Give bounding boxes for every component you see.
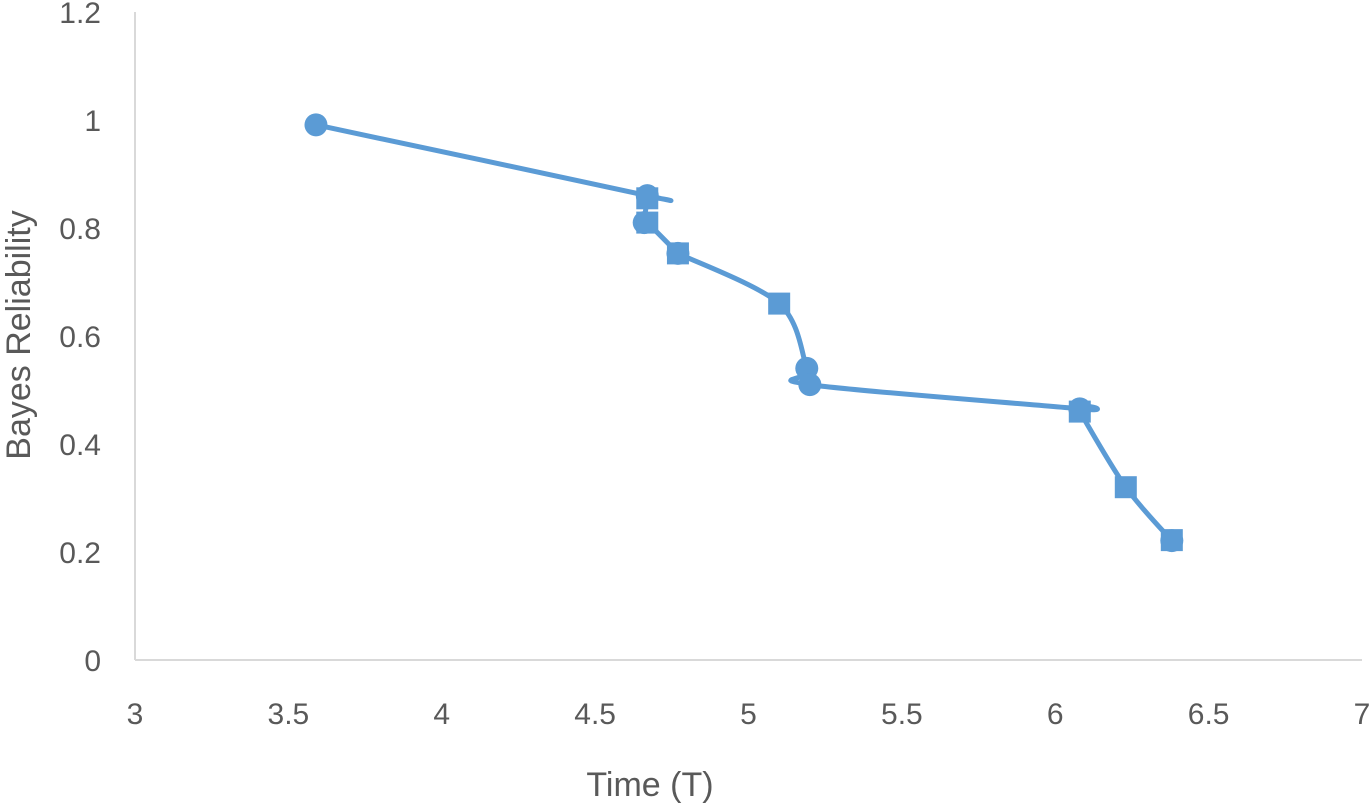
data-point-square	[666, 242, 689, 265]
data-point-circle	[798, 373, 822, 397]
y-tick-label: 0.2	[59, 537, 101, 570]
data-point-square	[1160, 529, 1183, 552]
x-axis-title: Time (T)	[586, 766, 713, 804]
x-tick-label: 6	[1047, 698, 1064, 731]
x-tick-label: 4.5	[574, 698, 616, 731]
x-tick-label: 4	[433, 698, 450, 731]
y-tick-label: 1	[84, 105, 101, 138]
x-tick-label: 3	[127, 698, 144, 731]
y-axis-title: Bayes Reliability	[0, 210, 38, 459]
axes	[134, 12, 1362, 661]
x-tick-labels: 3 3.5 4 4.5 5 5.5 6 6.5 7	[127, 698, 1371, 731]
x-tick-label: 6.5	[1188, 698, 1230, 731]
y-tick-label: 1.2	[59, 0, 101, 30]
y-tick-label: 0	[84, 645, 101, 678]
data-point-square	[768, 292, 791, 315]
data-point-square	[1068, 400, 1091, 423]
series-line	[313, 122, 1178, 547]
y-tick-label: 0.6	[59, 321, 101, 354]
x-tick-label: 3.5	[268, 698, 310, 731]
x-tick-label: 7	[1354, 698, 1371, 731]
y-tick-labels: 0 0.2 0.4 0.6 0.8 1 1.2	[59, 0, 101, 678]
x-tick-label: 5.5	[881, 698, 923, 731]
data-point-square	[1114, 476, 1137, 499]
y-tick-label: 0.8	[59, 213, 101, 246]
x-tick-label: 5	[740, 698, 757, 731]
series-markers	[304, 113, 1184, 553]
data-point-circle	[304, 113, 328, 137]
data-point-square	[636, 211, 659, 234]
y-tick-label: 0.4	[59, 429, 101, 462]
data-point-square	[636, 187, 659, 210]
